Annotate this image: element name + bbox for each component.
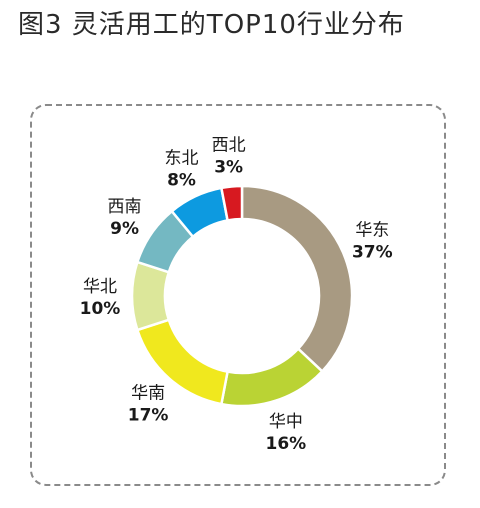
slice-name: 华东: [355, 221, 389, 241]
slice-name: 华北: [83, 277, 117, 297]
chart-frame: [30, 104, 446, 486]
donut-slices: [130, 184, 354, 408]
slice-name: 西南: [108, 197, 142, 217]
slice-label-5: 东北8%: [165, 149, 199, 191]
slice-0: [240, 184, 354, 374]
chart-title: 图3 灵活用工的TOP10行业分布: [18, 10, 405, 40]
slice-percent: 37%: [352, 243, 393, 263]
slice-label-4: 西南9%: [108, 197, 142, 239]
slice-name: 华中: [269, 412, 303, 432]
slice-percent: 9%: [110, 219, 139, 239]
slice-3: [130, 260, 171, 332]
slice-name: 东北: [165, 149, 199, 169]
slice-percent: 10%: [80, 299, 121, 319]
slice-label-6: 西北3%: [212, 136, 246, 178]
slice-percent: 17%: [128, 406, 169, 426]
slice-percent: 3%: [214, 158, 243, 178]
slice-name: 西北: [212, 136, 246, 156]
slice-percent: 16%: [266, 434, 307, 454]
slice-percent: 8%: [167, 171, 196, 191]
slice-1: [219, 346, 324, 408]
slice-6: [219, 184, 244, 222]
slice-name: 华南: [131, 384, 165, 404]
